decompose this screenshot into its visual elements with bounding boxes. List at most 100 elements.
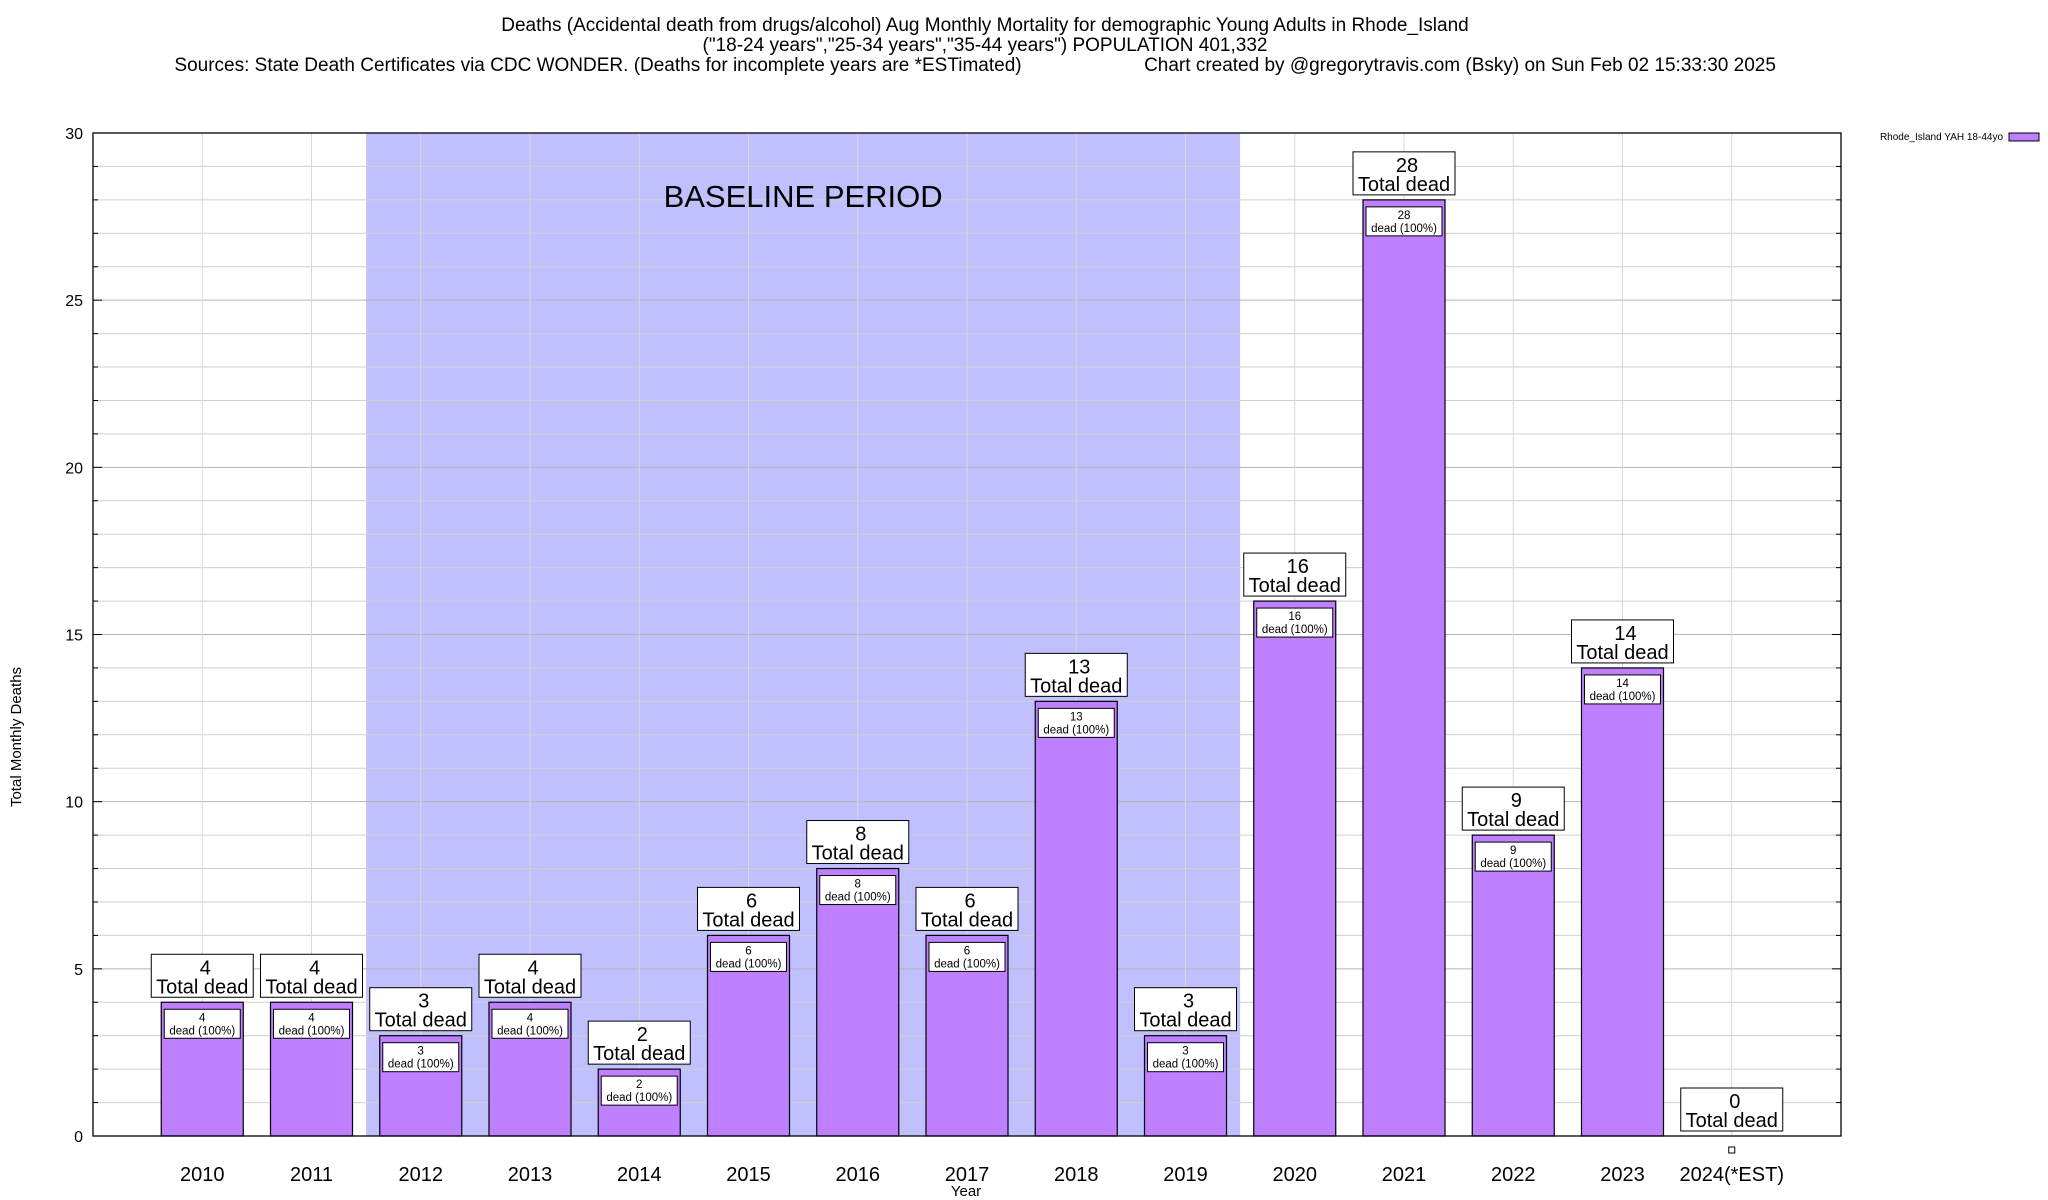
total-label-box (1461, 786, 1565, 831)
total-label-box (1024, 652, 1128, 697)
total-label-value: 13 (1068, 656, 1090, 678)
y-tick-label: 15 (65, 628, 83, 645)
segment-label-percent: dead (100%) (606, 1092, 672, 1104)
x-tick-label: 2023 (1600, 1164, 1645, 1186)
segment-label-percent: dead (100%) (825, 892, 891, 904)
segment-label-value: 4 (527, 1012, 534, 1024)
baseline-period-label: BASELINE PERIOD (664, 179, 943, 214)
segment-label-value: 6 (745, 945, 751, 957)
segment-label-percent: dead (100%) (716, 958, 782, 970)
total-label-box (478, 953, 582, 998)
total-label-box (587, 1020, 691, 1065)
x-tick-label: 2017 (945, 1164, 990, 1186)
legend: Rhode_Island YAH 18-44yo (1880, 132, 2040, 143)
chart-credit: Chart created by @gregorytravis.com (Bsk… (1144, 55, 1776, 76)
total-label-text: Total dead (156, 976, 248, 998)
total-label-text: Total dead (484, 976, 576, 998)
x-tick-label: 2024(*EST) (1680, 1164, 1785, 1186)
segment-label-value: 16 (1288, 611, 1301, 623)
total-label-box (369, 987, 473, 1032)
bar (1034, 700, 1118, 1137)
segment-label-box (1584, 674, 1661, 705)
segment-label-value: 3 (418, 1046, 424, 1058)
segment-label-percent: dead (100%) (934, 958, 1000, 970)
x-tick-label: 2010 (180, 1164, 225, 1186)
segment-label-percent: dead (100%) (1371, 223, 1437, 235)
total-label-box (915, 886, 1019, 931)
segment-label-percent: dead (100%) (169, 1025, 235, 1037)
total-label-text: Total dead (921, 909, 1013, 931)
x-tick-label: 2022 (1491, 1164, 1536, 1186)
bar (1362, 199, 1446, 1137)
segment-label-percent: dead (100%) (1480, 858, 1546, 870)
segment-label-box (928, 941, 1006, 972)
total-label-value: 6 (746, 890, 757, 912)
x-tick-label: 2012 (399, 1164, 444, 1186)
bar (1253, 600, 1337, 1137)
segment-label-box (1147, 1042, 1224, 1073)
total-label-box (150, 953, 254, 998)
chart-title-line2: ("18-24 years","25-34 years","35-44 year… (703, 35, 1268, 56)
x-tick-label: 2015 (726, 1164, 771, 1186)
x-tick-label: 2014 (617, 1164, 662, 1186)
bar (1471, 834, 1555, 1137)
segment-label-value: 2 (636, 1079, 642, 1091)
segment-label-value: 6 (964, 945, 970, 957)
x-tick-label: 2021 (1382, 1164, 1427, 1186)
chart-title-line1: Deaths (Accidental death from drugs/alco… (501, 15, 1468, 36)
total-label-value: 8 (855, 824, 866, 846)
segment-label-percent: dead (100%) (497, 1025, 563, 1037)
segment-label-box (1474, 841, 1552, 872)
total-label-value: 0 (1729, 1091, 1740, 1113)
segment-label-percent: dead (100%) (388, 1059, 454, 1071)
total-label-value: 2 (637, 1024, 648, 1046)
total-label-value: 3 (418, 991, 429, 1013)
segment-label-percent: dead (100%) (1590, 691, 1656, 703)
y-tick-label: 20 (65, 460, 83, 477)
segment-label-box (1256, 607, 1334, 638)
x-tick-label: 2016 (836, 1164, 881, 1186)
total-label-text: Total dead (1249, 575, 1341, 597)
y-tick-label: 25 (65, 293, 83, 310)
total-label-text: Total dead (1139, 1010, 1231, 1032)
segment-label-percent: dead (100%) (1262, 624, 1328, 636)
x-tick-label: 2019 (1163, 1164, 1208, 1186)
segment-label-value: 3 (1182, 1046, 1188, 1058)
x-axis-label: Year (951, 1183, 981, 1200)
total-label-text: Total dead (1686, 1110, 1778, 1132)
segment-label-box (273, 1008, 350, 1039)
legend-entry-label: Rhode_Island YAH 18-44yo (1880, 132, 2003, 143)
total-label-value: 16 (1287, 556, 1309, 578)
total-label-value: 28 (1396, 155, 1418, 177)
total-label-text: Total dead (812, 843, 904, 865)
total-label-box (806, 820, 910, 865)
y-tick-label: 30 (65, 126, 83, 143)
total-label-text: Total dead (1467, 809, 1559, 831)
total-label-value: 3 (1183, 991, 1194, 1013)
total-label-box (697, 886, 800, 931)
segment-label-percent: dead (100%) (1153, 1059, 1219, 1071)
legend-entry-swatch (2008, 132, 2040, 142)
x-tick-label: 2013 (508, 1164, 553, 1186)
total-label-box (1571, 619, 1674, 664)
y-axis-label: Total Monthly Deaths (8, 667, 25, 807)
y-tick-label: 5 (74, 962, 83, 979)
y-tick-label: 0 (74, 1129, 83, 1146)
x-tick-label: 2020 (1273, 1164, 1318, 1186)
total-label-text: Total dead (1576, 642, 1668, 664)
segment-label-box (600, 1075, 678, 1106)
segment-label-box (710, 941, 787, 972)
chart-sources: Sources: State Death Certificates via CD… (174, 55, 1021, 76)
x-tick-label: 2018 (1054, 1164, 1099, 1186)
segment-label-value: 9 (1510, 845, 1516, 857)
segment-label-box (1365, 206, 1443, 237)
total-label-box (1134, 987, 1237, 1032)
bar (816, 867, 900, 1137)
total-label-box (260, 953, 363, 998)
total-label-text: Total dead (375, 1010, 467, 1032)
segment-label-box (491, 1008, 569, 1039)
segment-label-box (382, 1042, 460, 1073)
y-tick-label: 10 (65, 795, 83, 812)
segment-label-percent: dead (100%) (279, 1025, 345, 1037)
